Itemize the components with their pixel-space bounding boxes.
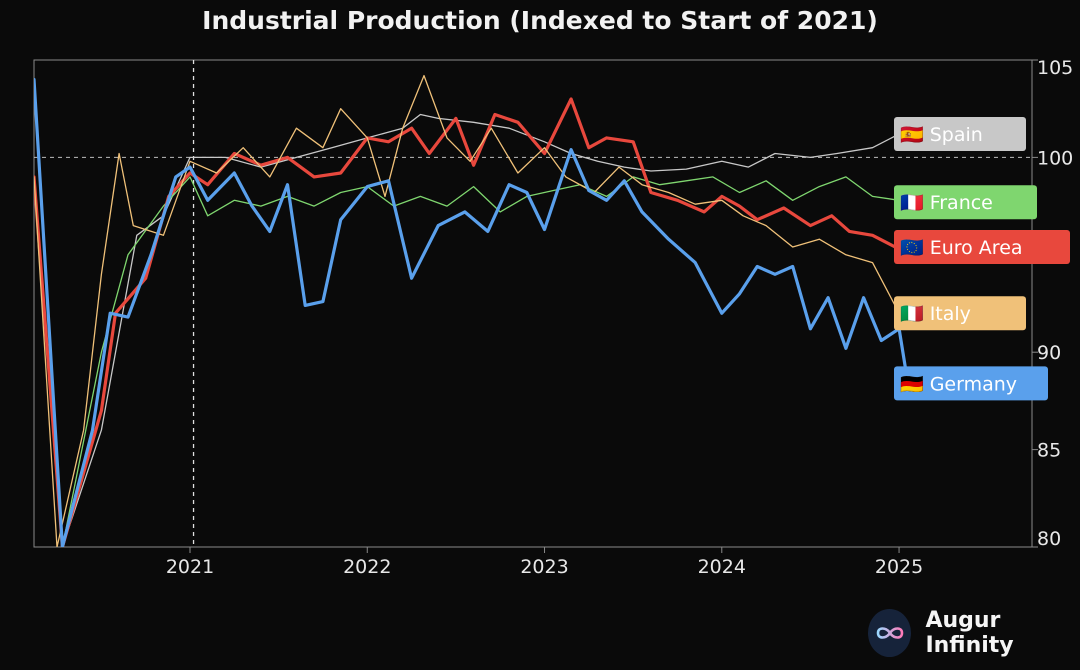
x-tick-label: 2023 (520, 556, 568, 578)
y-tick-label: 80 (1037, 528, 1061, 550)
infinity-icon (868, 609, 912, 657)
series-label-italy: 🇮🇹 Italy (894, 296, 1026, 331)
series-label-box (894, 366, 1048, 401)
series-line-italy (34, 74, 900, 547)
y-tick-label: 100 (1037, 147, 1073, 169)
series-label-france: 🇫🇷 France (894, 185, 1037, 220)
series-label-box (894, 230, 1070, 265)
series-label-box (894, 117, 1026, 152)
y-tick-label: 105 (1037, 57, 1073, 79)
series-labels: 🇪🇸 Spain 🇫🇷 France 🇪🇺 Euro Area 🇮🇹 Italy 🇩🇪 … (894, 117, 1070, 401)
series-label-text: 🇮🇹 Italy (900, 303, 971, 325)
brand: Augur Infinity (868, 608, 1080, 658)
brand-name: Augur Infinity (925, 608, 1014, 658)
x-tick-label: 2021 (166, 556, 214, 578)
x-tick-label: 2025 (875, 556, 923, 578)
series-label-spain: 🇪🇸 Spain (894, 117, 1026, 152)
series-label-text: 🇩🇪 Germany (900, 373, 1017, 395)
x-tick-label: 2022 (343, 556, 391, 578)
series-line-france (34, 176, 900, 547)
plot-frame (33, 59, 1033, 548)
y-tick-label: 85 (1037, 440, 1061, 462)
line-chart: 8085909510010520212022202320242025 🇪🇸 Sp… (33, 57, 1073, 578)
y-tick-label: 90 (1037, 342, 1061, 364)
series-label-text: 🇫🇷 France (900, 192, 993, 214)
series-line-germany (34, 77, 910, 547)
chart-title: Industrial Production (Indexed to Start … (202, 6, 878, 35)
series-line-euro-area (34, 97, 901, 547)
series-layer (34, 74, 910, 547)
series-label-box (894, 185, 1037, 220)
series-label-text: 🇪🇸 Spain (900, 124, 983, 146)
series-label-germany: 🇩🇪 Germany (894, 366, 1048, 401)
series-label-box (894, 296, 1026, 331)
series-line-spain (34, 113, 900, 547)
x-tick-label: 2024 (698, 556, 746, 578)
series-label-text: 🇪🇺 Euro Area (900, 237, 1023, 259)
series-label-euro-area: 🇪🇺 Euro Area (894, 230, 1070, 265)
